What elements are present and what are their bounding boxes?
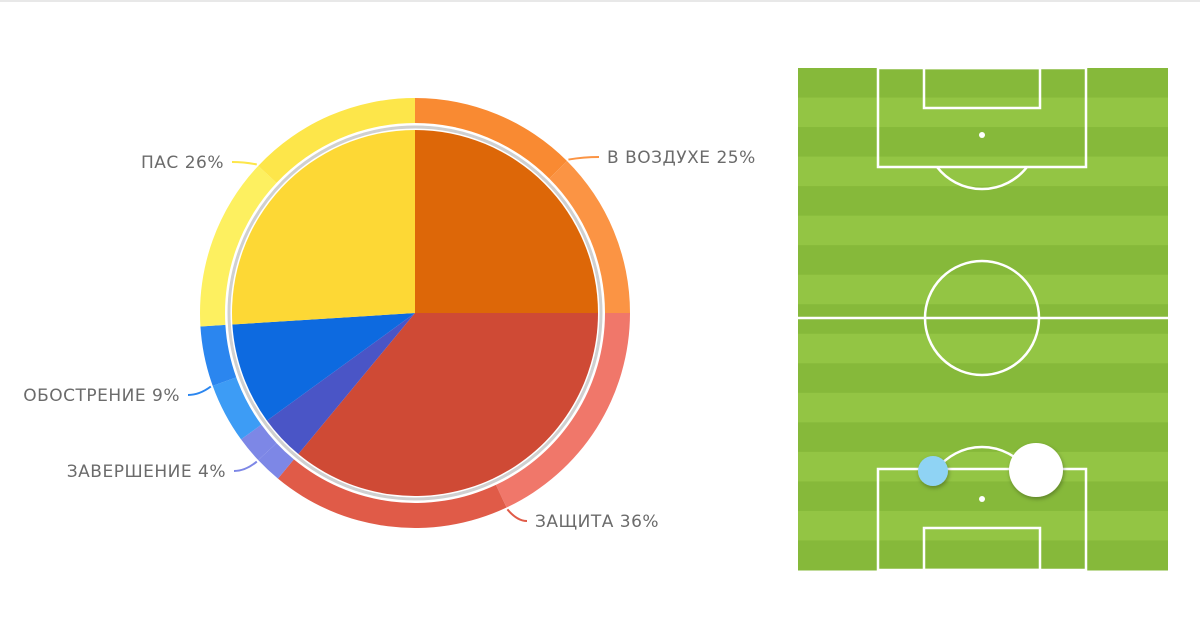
top-penalty-arc <box>936 166 1028 191</box>
bottom-goal-area <box>922 526 1042 572</box>
grass-stripe <box>798 274 1168 305</box>
center-circle <box>923 259 1041 377</box>
pie-inner-border <box>227 125 603 501</box>
outer-ring-segment <box>200 324 237 386</box>
grass-stripe <box>798 392 1168 423</box>
grass-stripe <box>798 451 1168 482</box>
grass-stripe <box>798 97 1168 128</box>
label-connector <box>506 508 528 522</box>
outer-ring-segment <box>277 459 507 528</box>
grass-stripe <box>798 510 1168 541</box>
outer-ring-segment <box>212 377 262 440</box>
pie-slice[interactable] <box>232 130 415 325</box>
label-connector <box>568 156 600 161</box>
grass-stripe <box>798 333 1168 364</box>
slice-label: ПАС 26% <box>141 153 224 173</box>
top-divider <box>0 0 1200 2</box>
grass-stripe <box>798 156 1168 187</box>
bottom-penalty-spot <box>979 496 985 502</box>
white-player-marker[interactable] <box>1009 443 1063 497</box>
pie-slice[interactable] <box>266 313 415 455</box>
label-connector <box>231 161 258 166</box>
slice-label: ЗАВЕРШЕНИЕ 4% <box>67 462 226 482</box>
grass-stripe <box>798 540 1168 571</box>
outer-ring-segment <box>549 160 630 313</box>
top-penalty-spot <box>979 132 985 138</box>
grass-stripe <box>798 127 1168 158</box>
outer-ring-segment <box>495 313 630 508</box>
outer-ring-segment <box>200 165 277 327</box>
top-goal-area <box>922 66 1042 110</box>
outer-ring-segment <box>258 98 415 183</box>
outer-ring-segment <box>258 443 294 479</box>
label-connector <box>187 385 212 396</box>
pie-slice[interactable] <box>232 313 415 421</box>
slice-label: ЗАЩИТА 36% <box>535 512 659 532</box>
grass-stripe <box>798 68 1168 99</box>
outer-ring-segment <box>241 424 277 461</box>
pie-slice[interactable] <box>298 313 598 496</box>
label-connector <box>233 460 258 472</box>
slice-label: В ВОЗДУХЕ 25% <box>607 148 756 168</box>
grass-stripe <box>798 186 1168 217</box>
blue-player-marker[interactable] <box>918 456 948 486</box>
pie-slice[interactable] <box>415 130 598 313</box>
pitch-lines <box>798 66 1168 572</box>
slice-label: ОБОСТРЕНИЕ 9% <box>23 386 180 406</box>
grass-stripe <box>798 215 1168 246</box>
outer-ring-segment <box>415 98 568 179</box>
grass-stripe <box>798 363 1168 394</box>
